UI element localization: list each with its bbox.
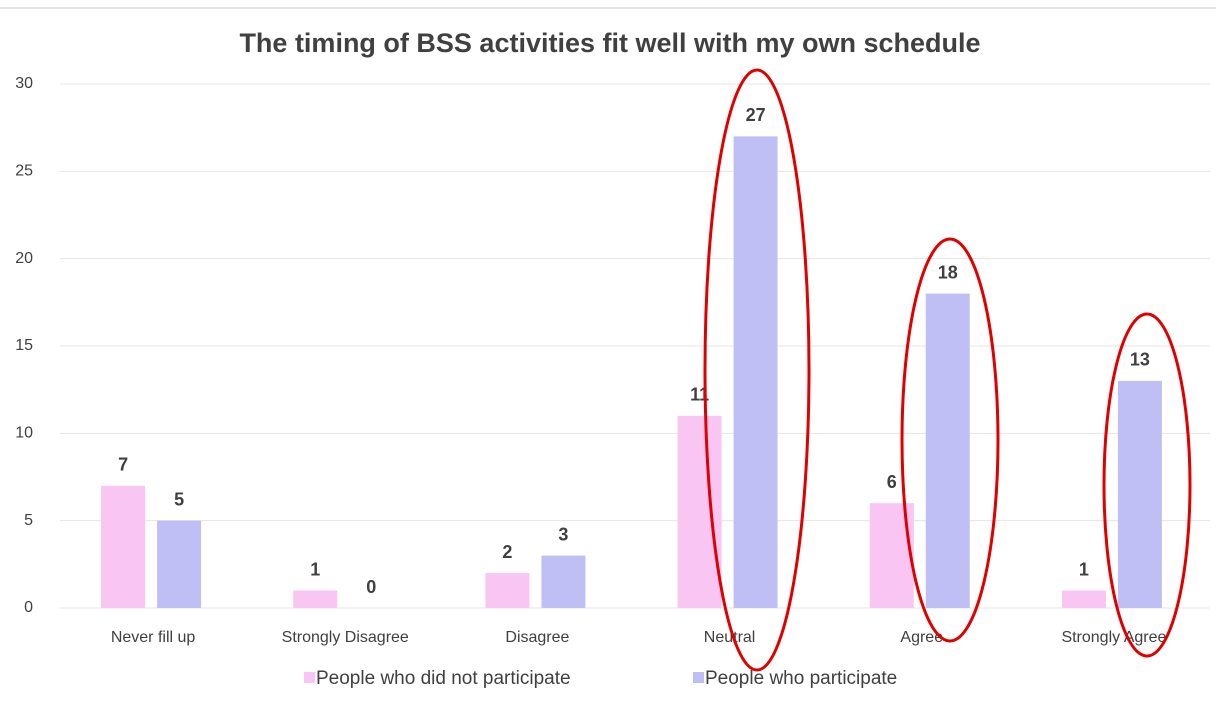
legend-label: People who participate [705,668,897,689]
data-label: 13 [1130,350,1150,370]
legend-swatch [693,672,704,683]
data-label: 27 [746,105,766,125]
bar [1061,590,1106,608]
x-tick-label: Neutral [704,629,756,646]
y-tick-label: 20 [15,250,33,267]
y-tick-label: 30 [15,75,33,92]
y-tick-label: 10 [15,425,33,442]
x-tick-label: Strongly Agree [1061,629,1166,646]
data-label: 1 [1079,559,1089,579]
data-label: 7 [118,454,128,474]
highlight-ellipse [703,68,811,672]
annotations [703,68,1192,672]
y-tick-label: 5 [24,512,33,529]
data-label: 5 [174,489,184,509]
bar [733,136,778,608]
data-label: 6 [887,472,897,492]
y-tick-label: 25 [15,163,33,180]
bar [677,415,722,608]
bar [1117,380,1162,608]
x-tick-label: Disagree [505,629,569,646]
highlight-ellipse [900,237,1000,643]
y-tick-label: 15 [15,337,33,354]
bar [541,555,586,608]
x-tick-label: Strongly Disagree [282,629,409,646]
y-tick-label: 0 [24,599,33,616]
legend-swatch [304,672,315,683]
data-label: 0 [366,577,376,597]
highlight-ellipse [1102,312,1192,658]
bar [925,293,970,608]
data-label: 1 [310,559,320,579]
data-label: 18 [938,262,958,282]
bar [101,485,146,608]
data-label: 3 [558,524,568,544]
bar [293,590,338,608]
legend-label: People who did not participate [316,668,571,689]
chart-title: The timing of BSS activities fit well wi… [239,28,980,58]
bar [485,573,530,608]
x-tick-label: Never fill up [111,629,196,646]
bar [157,520,202,608]
data-label: 2 [502,542,512,562]
x-tick-label: Agree [900,629,943,646]
